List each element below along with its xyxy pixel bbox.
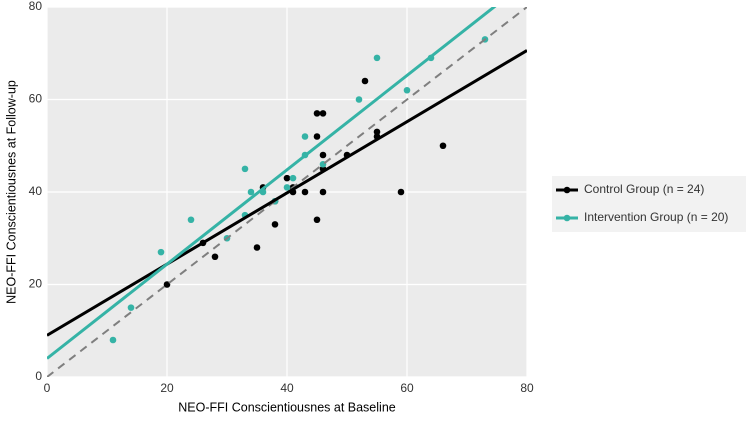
point	[253, 244, 261, 251]
point	[187, 216, 195, 224]
point	[127, 304, 135, 311]
plot-area	[47, 7, 527, 377]
x-tick-label: 60	[400, 381, 414, 395]
point	[247, 188, 255, 196]
point	[157, 248, 165, 256]
point	[355, 96, 363, 103]
point	[271, 221, 279, 228]
point	[361, 77, 369, 85]
point	[109, 336, 117, 344]
point	[313, 110, 321, 117]
point	[439, 142, 447, 150]
point	[397, 188, 405, 196]
legend-box	[552, 176, 746, 232]
point	[319, 151, 327, 159]
x-tick-label: 20	[160, 381, 174, 395]
y-axis-title: NEO-FFI Conscientiousnes at Follow-up	[4, 80, 18, 304]
legend-dot	[563, 186, 571, 194]
point	[289, 174, 297, 182]
y-tick-label: 80	[29, 0, 43, 13]
point	[373, 54, 381, 62]
point	[313, 133, 321, 140]
point	[241, 165, 249, 173]
point	[283, 174, 291, 182]
y-tick-label: 0	[35, 369, 42, 383]
point	[319, 110, 327, 117]
point	[313, 216, 321, 224]
legend-label: Control Group (n = 24)	[584, 182, 704, 196]
y-tick-label: 20	[29, 277, 43, 291]
fit-line	[47, 7, 497, 360]
y-tick-label: 40	[29, 184, 43, 198]
point	[211, 253, 219, 261]
legend-label: Intervention Group (n = 20)	[584, 210, 728, 224]
x-tick-label: 80	[520, 381, 534, 395]
point	[301, 133, 309, 140]
point	[163, 281, 171, 288]
point	[373, 128, 381, 136]
point	[403, 86, 411, 94]
point	[319, 188, 327, 196]
x-tick-label: 0	[44, 381, 51, 395]
reference-line	[47, 7, 527, 377]
point	[301, 188, 309, 196]
x-tick-label: 40	[280, 381, 294, 395]
legend-dot	[563, 214, 571, 222]
x-axis-title: NEO-FFI Conscientiousnes at Baseline	[178, 400, 396, 414]
y-tick-label: 60	[29, 92, 43, 106]
point	[283, 184, 291, 191]
fit-line	[47, 49, 527, 337]
